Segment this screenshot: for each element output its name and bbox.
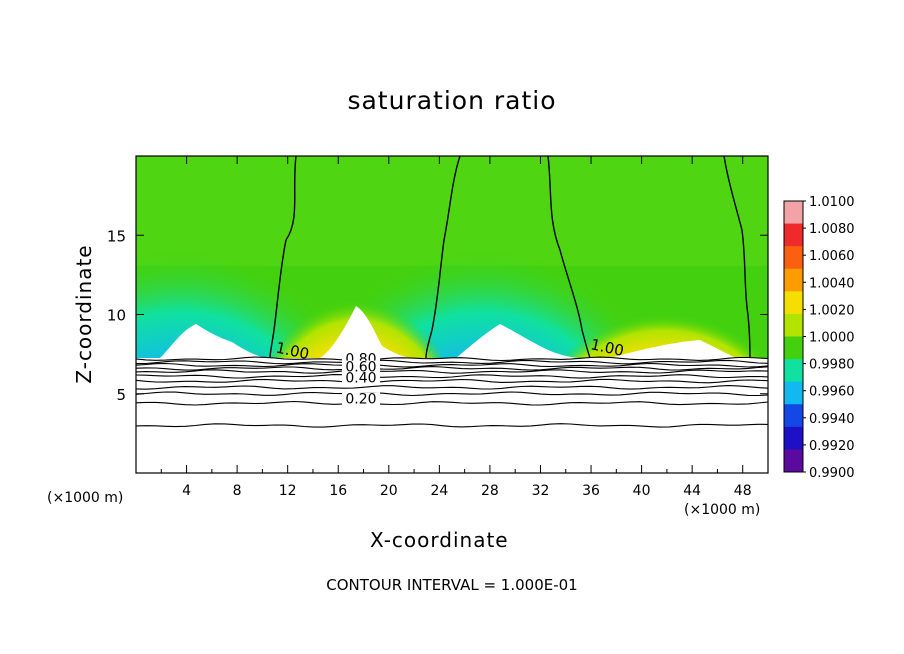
x-tick-label: 44 xyxy=(683,483,701,499)
contour-line xyxy=(136,385,768,390)
contour-interval-note: CONTOUR INTERVAL = 1.000E-01 xyxy=(326,576,578,594)
contour-line xyxy=(136,366,768,371)
contour-line xyxy=(136,391,768,397)
y-tick-label: 10 xyxy=(107,307,126,325)
y-axis-label: Z-coordinate xyxy=(72,244,96,384)
contour-line xyxy=(136,400,768,406)
contour-line xyxy=(136,356,768,362)
colorbar-label: 0.9920 xyxy=(809,439,855,454)
contour-label: 0.40 xyxy=(345,371,376,387)
contour-line xyxy=(136,359,768,365)
chart-title: saturation ratio xyxy=(347,86,557,115)
x-tick-label: 16 xyxy=(329,483,347,499)
contour-1.00-line-d xyxy=(723,156,751,359)
contour-label-bg xyxy=(341,392,380,406)
colorbar-cell xyxy=(784,336,803,360)
x-tick-label: 4 xyxy=(182,483,191,499)
contour-1.00-line-b xyxy=(425,156,461,359)
y-tick-label: 5 xyxy=(116,386,126,404)
x-unit-label-left: (×1000 m) xyxy=(47,490,124,506)
colorbar-cells xyxy=(784,201,803,473)
x-axis: 4 8 12 16 20 24 28 32 36 40 44 48 xyxy=(160,156,752,499)
x-tick-label: 48 xyxy=(734,483,752,499)
x-tick-label: 8 xyxy=(233,483,242,499)
colorbar-cell xyxy=(784,449,803,473)
colorbar-label: 0.9900 xyxy=(809,466,855,481)
x-tick-label: 40 xyxy=(633,483,651,499)
colorbar-label: 1.0040 xyxy=(809,276,855,291)
colorbar-label: 1.0080 xyxy=(809,222,855,237)
contour-1.00-line-c xyxy=(547,156,591,359)
x-tick-label: 20 xyxy=(380,483,398,499)
contour-label: 0.60 xyxy=(345,360,376,376)
x-tick-label: 36 xyxy=(582,483,600,499)
x-tick-label: 12 xyxy=(279,483,297,499)
colorbar-cell xyxy=(784,246,803,270)
cloud-hump-4 xyxy=(610,340,736,358)
colorbar-labels: 1.0100 1.0080 1.0060 1.0040 1.0020 1.0000 0.99… xyxy=(803,195,855,481)
contour-line xyxy=(136,423,768,428)
colorbar-label: 0.9940 xyxy=(809,412,855,427)
colorbar-cell xyxy=(784,404,803,428)
cloud-hump-2 xyxy=(320,306,410,358)
colorbar-cell xyxy=(784,201,803,225)
contour-label: 0.20 xyxy=(345,391,376,407)
colorbar-cell xyxy=(784,268,803,292)
contour-line xyxy=(136,369,768,374)
cloud-hump-1 xyxy=(160,324,266,358)
contour-labels: 1.00 1.000.800.600.400.20 xyxy=(274,335,625,407)
x-tick-label: 24 xyxy=(430,483,448,499)
heatmap-field xyxy=(136,156,768,473)
x-tick-label: 32 xyxy=(532,483,550,499)
colorbar-cell xyxy=(784,291,803,315)
x-unit-label-right: (×1000 m) xyxy=(684,502,761,518)
colorbar-cell xyxy=(784,313,803,337)
colorbar-label: 0.9980 xyxy=(809,358,855,373)
contour-line xyxy=(136,374,768,379)
colorbar-cell xyxy=(784,359,803,383)
contour-label-bg xyxy=(341,360,380,374)
x-axis-label: X-coordinate xyxy=(370,528,509,552)
colorbar-label: 1.0060 xyxy=(809,249,855,264)
colorbar-cell xyxy=(784,381,803,405)
colorbar-label: 1.0000 xyxy=(809,331,855,346)
contour-lines xyxy=(136,356,768,428)
contour-line xyxy=(136,362,768,368)
colorbar-label: 1.0020 xyxy=(809,303,855,318)
colorbar-cell xyxy=(784,426,803,450)
colorbar-label: 0.9960 xyxy=(809,385,855,400)
contour-line xyxy=(136,378,768,384)
contour-label-bg xyxy=(341,371,380,385)
colorbar-label: 1.0100 xyxy=(809,195,855,210)
y-tick-label: 15 xyxy=(107,227,126,245)
colorbar-cell xyxy=(784,223,803,247)
y-axis: 5 10 15 xyxy=(107,227,768,404)
x-tick-label: 28 xyxy=(481,483,499,499)
colorbar: 1.0100 1.0080 1.0060 1.0040 1.0020 1.0000 0.99… xyxy=(783,195,855,481)
cloud-hump-3 xyxy=(456,324,578,358)
contour-1.00-line-a xyxy=(269,156,297,359)
